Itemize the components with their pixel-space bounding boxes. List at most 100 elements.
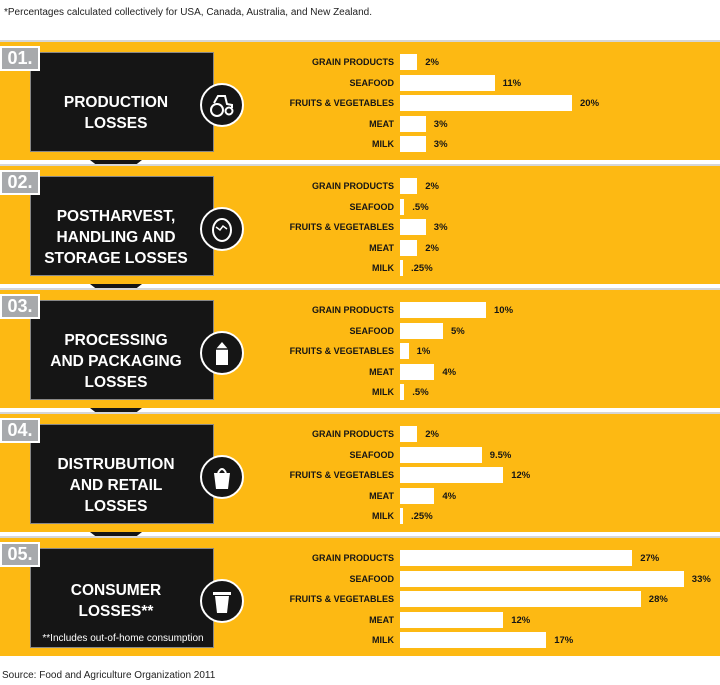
bar: [400, 54, 418, 70]
bar: [400, 591, 641, 607]
value-label: 3%: [433, 222, 448, 233]
stage-title: DISTRUBUTION AND RETAIL LOSSES: [57, 455, 175, 515]
category-label: FRUITS & VEGETABLES: [289, 594, 394, 604]
bar: [400, 570, 684, 587]
category-label: MEAT: [369, 614, 394, 625]
value-label: 5%: [451, 325, 465, 337]
stage-panel: PROCESSING AND PACKAGING LOSSES 03. GRAIN …: [0, 288, 720, 408]
stage-panel: POSTHARVEST, HANDLING AND STORAGE LOSSES…: [0, 164, 720, 284]
stage-panel: CONSUMER LOSSES** **Includes out-of-home …: [0, 536, 720, 656]
value-label: 17%: [554, 635, 574, 646]
category-label: MILK: [372, 635, 394, 645]
bar: [400, 115, 426, 132]
value-label: .5%: [412, 387, 429, 398]
category-label: GRAIN PRODUCTS: [311, 181, 394, 191]
bar: [400, 426, 418, 442]
bar: [400, 508, 403, 524]
value-label: 28%: [648, 594, 668, 605]
category-label: GRAIN PRODUCTS: [311, 553, 394, 563]
value-label: 12%: [511, 614, 531, 626]
category-label: GRAIN PRODUCTS: [311, 305, 394, 315]
stage-footnote: **Includes out-of-home consumption: [42, 633, 204, 644]
value-label: .5%: [412, 201, 429, 213]
category-label: FRUITS & VEGETABLES: [289, 346, 394, 356]
stage-box: PROCESSING AND PACKAGING LOSSES: [30, 300, 214, 400]
bar: [400, 239, 418, 256]
stage-number: 03.: [0, 294, 40, 319]
stage-number: 05.: [0, 542, 40, 567]
category-label: MEAT: [369, 366, 394, 377]
stage-box: PRODUCTION LOSSES: [30, 52, 214, 152]
bar: [400, 302, 486, 318]
bar: [400, 136, 426, 152]
bar: [400, 446, 482, 463]
value-label: 20%: [580, 98, 600, 109]
source-note: Source: Food and Agriculture Organizatio…: [2, 670, 216, 681]
milk-carton-icon: [200, 331, 244, 375]
value-label: 4%: [442, 490, 457, 502]
value-label: 2%: [425, 429, 439, 440]
egg-icon: [200, 207, 244, 251]
category-label: MILK: [372, 263, 394, 273]
shopping-bag-icon: [200, 455, 244, 499]
value-label: .25%: [411, 511, 433, 522]
stage-number: 01.: [0, 46, 40, 71]
stage-title: PRODUCTION LOSSES: [63, 94, 169, 132]
bar: [400, 322, 443, 339]
category-label: MILK: [372, 511, 394, 521]
category-label: GRAIN PRODUCTS: [311, 429, 394, 439]
value-label: 11%: [502, 77, 522, 89]
category-label: MEAT: [369, 242, 394, 253]
category-label: SEAFOOD: [349, 449, 394, 460]
value-label: 3%: [433, 118, 448, 130]
category-label: FRUITS & VEGETABLES: [289, 98, 394, 108]
stage-number: 02.: [0, 170, 40, 195]
value-label: 9.5%: [489, 449, 512, 461]
value-label: 2%: [425, 181, 439, 192]
stage-panel: PRODUCTION LOSSES 01. GRAIN PRODUCTS 2% SEAF…: [0, 40, 720, 160]
stage-title: CONSUMER LOSSES**: [70, 582, 162, 620]
value-label: 1%: [416, 346, 431, 357]
bar: [400, 363, 435, 380]
tractor-icon: [200, 83, 244, 127]
bar: [400, 550, 633, 566]
category-label: MILK: [372, 387, 394, 397]
bar: [400, 611, 504, 628]
trash-can-icon: [200, 579, 244, 623]
category-label: MILK: [372, 139, 394, 149]
category-label: SEAFOOD: [349, 77, 394, 88]
category-label: SEAFOOD: [349, 201, 394, 212]
stage-box: DISTRUBUTION AND RETAIL LOSSES: [30, 424, 214, 524]
stage-number: 04.: [0, 418, 40, 443]
category-label: MEAT: [369, 490, 394, 501]
bar: [400, 487, 435, 504]
stage-title: PROCESSING AND PACKAGING LOSSES: [50, 331, 182, 391]
category-label: SEAFOOD: [349, 573, 394, 584]
bar: [400, 467, 504, 483]
bar: [400, 198, 405, 215]
value-label: 10%: [494, 305, 514, 316]
footnote-note: *Percentages calculated collectively for…: [4, 7, 372, 18]
category-label: MEAT: [369, 118, 394, 129]
stage-title: POSTHARVEST, HANDLING AND STORAGE LOSSES: [44, 207, 188, 267]
bar: [400, 384, 405, 400]
bar: [400, 632, 547, 648]
value-label: 3%: [433, 139, 448, 150]
value-label: 2%: [425, 242, 439, 254]
bar: [400, 74, 495, 91]
bar: [400, 260, 403, 276]
bar: [400, 178, 418, 194]
value-label: 33%: [691, 573, 711, 585]
stage-box: POSTHARVEST, HANDLING AND STORAGE LOSSES: [30, 176, 214, 276]
value-label: 2%: [425, 57, 439, 68]
bar: [400, 95, 572, 111]
category-label: SEAFOOD: [349, 325, 394, 336]
stage-box: CONSUMER LOSSES** **Includes out-of-home …: [30, 548, 214, 648]
bar: [400, 343, 409, 359]
value-label: .25%: [411, 263, 433, 274]
value-label: 27%: [640, 553, 660, 564]
category-label: GRAIN PRODUCTS: [311, 57, 394, 67]
bar: [400, 219, 426, 235]
category-label: FRUITS & VEGETABLES: [289, 470, 394, 480]
